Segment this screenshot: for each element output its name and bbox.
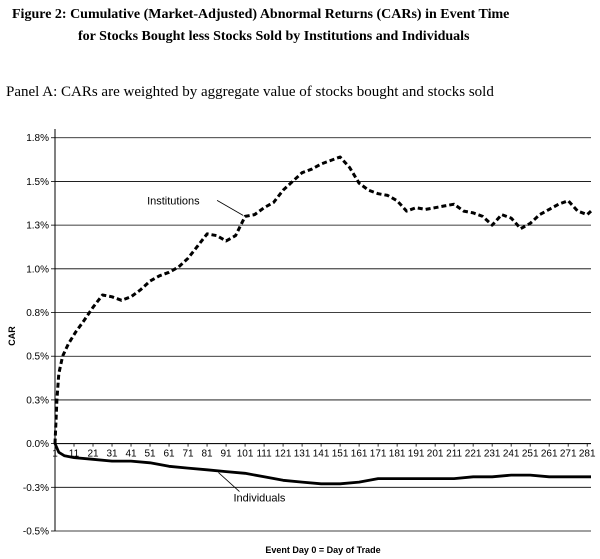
- x-tick-label: 61: [163, 449, 175, 460]
- x-tick-label: 11: [69, 449, 80, 460]
- y-tick-label: 0.0%: [26, 439, 49, 450]
- figure-title-line-2: for Stocks Bought less Stocks Sold by In…: [78, 29, 470, 44]
- x-tick-label: 131: [294, 449, 311, 460]
- y-tick-label: -0.5%: [23, 527, 49, 538]
- x-tick-label: 21: [87, 449, 99, 460]
- x-tick-label: 211: [446, 449, 462, 460]
- x-tick-label: 241: [503, 449, 520, 460]
- y-tick-label: 1.0%: [26, 264, 49, 275]
- series-lines: [53, 155, 593, 486]
- y-tick-label: 0.5%: [26, 352, 49, 363]
- x-tick-label: 31: [106, 449, 118, 460]
- annotation-label-individuals: Individuals: [233, 493, 285, 505]
- annotations: Institutions Individuals: [147, 195, 286, 504]
- y-tick-label: 0.3%: [26, 395, 49, 406]
- x-tick-labels: 1 11 21 31 41 51 61 71 81 91 101 111 121 131 141 151 161…: [52, 449, 596, 460]
- x-tick-label: 101: [237, 449, 254, 460]
- x-tick-label: 271: [560, 449, 577, 460]
- x-tick-label: 1: [52, 449, 58, 460]
- x-tick-label: 141: [313, 449, 330, 460]
- x-tick-label: 221: [465, 449, 482, 460]
- y-tick-label: 1.3%: [26, 221, 49, 232]
- x-tick-label: 261: [541, 449, 558, 460]
- x-tick-label: 201: [427, 449, 444, 460]
- panel-caption: Panel A: CARs are weighted by aggregate …: [6, 84, 494, 100]
- y-tick-label: 1.8%: [26, 133, 49, 144]
- x-tick-label: 81: [201, 449, 213, 460]
- series-line-individuals: [53, 443, 591, 486]
- annotation-label-institutions: Institutions: [147, 195, 200, 207]
- x-tick-label: 51: [144, 449, 156, 460]
- x-tick-label: 161: [351, 449, 368, 460]
- x-tick-label: 91: [221, 449, 233, 460]
- y-tick-label: 0.8%: [26, 308, 49, 319]
- x-tick-label: 111: [256, 449, 272, 460]
- x-tick-label: 191: [408, 449, 425, 460]
- x-tick-label: 281: [579, 449, 596, 460]
- series-line-institutions: [53, 155, 593, 444]
- x-tick-label: 251: [522, 449, 539, 460]
- x-tick-label: 151: [332, 449, 349, 460]
- axes: [51, 129, 591, 532]
- annotation-pointer: [216, 200, 244, 216]
- x-tick-label: 41: [125, 449, 137, 460]
- x-tick-label: 231: [484, 449, 501, 460]
- figure-title-line-1: Figure 2: Cumulative (Market-Adjusted) A…: [12, 7, 510, 22]
- y-tick-label: 1.5%: [26, 177, 49, 188]
- x-tick-label: 181: [389, 449, 406, 460]
- x-tick-label: 171: [370, 449, 387, 460]
- y-tick-label: -0.3%: [23, 483, 49, 494]
- annotation-pointer: [218, 472, 240, 492]
- gridlines: [55, 137, 591, 532]
- y-tick-labels: -0.5% -0.3% 0.0% 0.3% 0.5% 0.8% 1.0% 1.3% 1.5% 1.…: [23, 133, 49, 537]
- x-tick-label: 71: [182, 449, 194, 460]
- x-tick-label: 121: [275, 449, 292, 460]
- x-axis-label: Event Day 0 = Day of Trade: [265, 545, 380, 555]
- y-axis-label: CAR: [7, 326, 17, 346]
